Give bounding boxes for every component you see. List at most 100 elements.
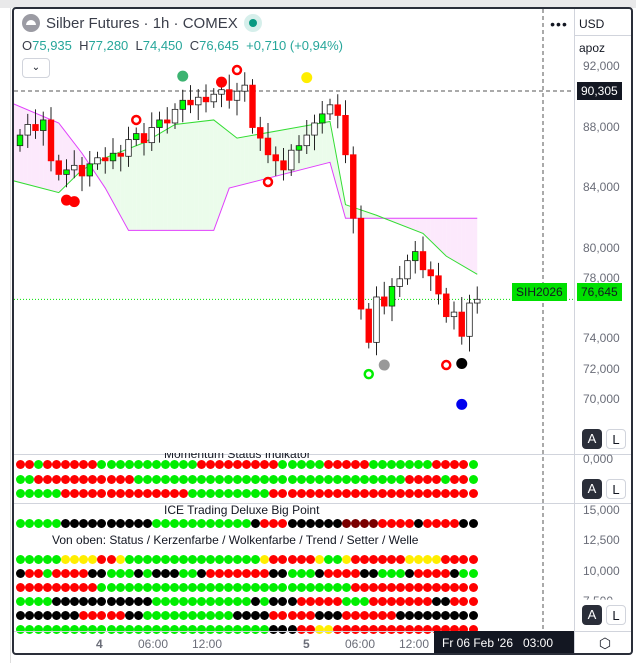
indicator-dot [215, 460, 225, 469]
indicator-dot [106, 583, 116, 592]
chart-legend-title[interactable]: Silber Futures · 1h · COMEX [22, 14, 262, 32]
indicator-dot [269, 519, 279, 528]
time-axis[interactable]: 4 06:00 12:00 5 06:00 12:00 [14, 631, 574, 653]
indicator-dot [359, 555, 369, 564]
indicator-dot [224, 474, 234, 484]
indicator-dot [233, 555, 243, 564]
indicator-dot [97, 555, 107, 564]
indicator-dot [242, 489, 252, 498]
symbol-logo-icon [22, 14, 40, 32]
indicator-dot [405, 474, 415, 484]
cloud-fill [190, 122, 195, 231]
indicator-dot [314, 611, 324, 620]
indicator-dot [441, 519, 451, 528]
cloud-fill [240, 136, 245, 186]
indicator-dot [160, 597, 170, 606]
ohlc-values: O75,935 H77,280 L74,450 C76,645 +0,710 (… [22, 38, 343, 53]
chart-settings-button[interactable]: ⬡ [574, 631, 631, 653]
indicator-dot [142, 519, 152, 528]
candle [288, 149, 295, 171]
cloud-fill [450, 218, 454, 261]
cloud-fill [430, 218, 435, 245]
cloud-fill [136, 144, 141, 231]
indicator-dot [124, 555, 134, 564]
indicator-dot [61, 460, 71, 469]
log-scale-button[interactable]: L [606, 429, 626, 449]
currency-selector[interactable]: USD [579, 17, 605, 31]
cloud-fill [35, 113, 40, 188]
last-price-label: 76,645 [577, 283, 622, 301]
candle [334, 104, 341, 116]
indicator-dot [224, 489, 234, 498]
indicator-dot [350, 611, 360, 620]
indicator-dot [350, 460, 360, 469]
indicator-dot [459, 460, 469, 469]
indicator-dot [450, 569, 460, 578]
candle [357, 217, 365, 310]
signal-marker [68, 196, 80, 208]
indicator-dot [341, 583, 351, 592]
cloud-fill [43, 116, 48, 190]
indicator-dot [423, 489, 433, 498]
indicator-dot [25, 460, 35, 469]
cloud-fill [209, 119, 214, 231]
indicator-dot [396, 555, 406, 564]
indicator-dot [233, 489, 243, 498]
auto-scale-button[interactable]: A [582, 479, 602, 499]
indicator-dot [405, 460, 415, 469]
indicator-dot [468, 474, 478, 484]
indicator-dot [160, 611, 170, 620]
indicator-dot [106, 625, 116, 634]
pane-divider[interactable] [14, 454, 631, 455]
indicator-dot [169, 519, 179, 528]
indicator-dot [16, 519, 25, 528]
auto-scale-button[interactable]: A [582, 429, 602, 449]
indicator-dot [160, 519, 170, 528]
signal-marker [378, 359, 390, 371]
indicator-dot [70, 583, 80, 592]
cloud-lower-line [14, 119, 478, 275]
indicator-dot [206, 460, 216, 469]
indicator-dot [178, 625, 188, 634]
price-axis[interactable]: USD apoz 92,000 88,000 84,000 80,000 78,000 7… [574, 9, 631, 653]
indicator-dot [287, 625, 297, 634]
indicator-dot [43, 583, 53, 592]
log-scale-button[interactable]: L [606, 479, 626, 499]
indicator-dot [142, 611, 152, 620]
scale-mode[interactable]: apoz [579, 41, 606, 55]
auto-scale-button[interactable]: A [582, 605, 602, 625]
indicator-dot [296, 569, 306, 578]
cloud-fill [419, 218, 423, 234]
indicator-dot [350, 583, 360, 592]
indicator-dot [61, 583, 71, 592]
candle [233, 90, 241, 101]
indicator-dot [441, 597, 451, 606]
log-scale-button[interactable]: L [606, 605, 626, 625]
indicator-dot [405, 611, 415, 620]
indicator-dot [61, 625, 71, 634]
cloud-fill [213, 119, 218, 231]
cloud-fill [465, 218, 470, 270]
indicator-dot [359, 583, 369, 592]
indicator-dot [251, 583, 261, 592]
candle [71, 164, 78, 171]
indicator-dot [79, 555, 89, 564]
indicator-dot [52, 583, 62, 592]
indicator-dot [178, 474, 188, 484]
cloud-fill [357, 208, 361, 219]
indicator-dot [251, 555, 261, 564]
indicator-dot [341, 597, 351, 606]
indicator-dot [405, 569, 415, 578]
indicator-dot [206, 474, 216, 484]
chart-canvas[interactable] [14, 9, 574, 631]
indicator-dot [142, 489, 152, 498]
cloud-fill [221, 126, 226, 210]
indicator-dot [70, 569, 80, 578]
indicator-dot [269, 583, 279, 592]
collapse-legend-button[interactable]: ⌄ [22, 58, 50, 78]
indicator-dot [115, 489, 125, 498]
more-options-button[interactable]: ••• [544, 13, 574, 37]
indicator-dot [206, 625, 216, 634]
pane-divider[interactable] [14, 503, 631, 504]
cloud-fill [237, 137, 241, 187]
